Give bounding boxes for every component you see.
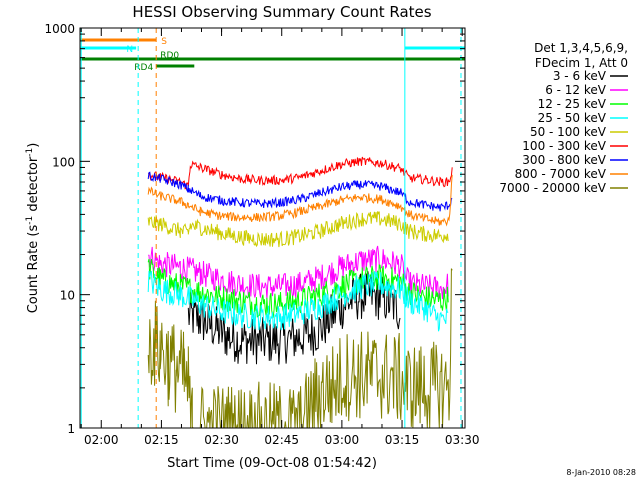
y-axis-label-main: Count Rate (s [26,225,41,314]
legend-header-1: Det 1,3,4,5,6,9, [534,41,628,55]
y-tick-label: 10 [60,289,75,303]
data-series [147,156,453,430]
series-line-100-300-kev [148,156,453,190]
x-tick-label: 02:30 [204,433,239,447]
plot-area-frame [79,27,466,429]
x-tick-label: 03:30 [445,433,480,447]
x-tick-label: 02:00 [84,433,119,447]
series-line-800-7000-kev [147,174,453,227]
y-axis-label-sup1: -1 [25,216,35,225]
legend-header-2: FDecim 1, Att 0 [535,56,628,70]
legend-label-800-7000-kev: 800 - 7000 keV [515,167,607,181]
x-axis-label: Start Time (09-Oct-08 01:54:42) [167,456,377,471]
chart-title: HESSI Observing Summary Count Rates [132,3,431,21]
x-tick-label: 03:15 [385,433,420,447]
y-axis-label-sup2: -1 [25,148,35,157]
flag-label-n: N [126,45,133,55]
y-tick-label: 100 [52,155,75,169]
flag-label-s: S [161,37,167,47]
legend-label-6-12-kev: 6 - 12 keV [545,83,607,97]
y-tick-label: 1 [67,422,75,436]
legend-label-3-6-kev: 3 - 6 keV [553,69,607,83]
render-timestamp: 8-Jan-2010 08:28 [566,468,636,477]
flag-bars: S N RD0 RD4 [80,37,465,73]
legend-label-300-800-kev: 300 - 800 keV [522,153,606,167]
series-line-300-800-kev [147,171,453,212]
flag-label-rd4: RD4 [134,63,153,73]
series-line-12-25-kev [147,258,449,319]
x-tick-label: 02:15 [144,433,179,447]
legend-label-7000-20000-kev: 7000 - 20000 keV [499,181,606,195]
series-line-25-50-kev [147,270,449,332]
flag-label-rd0: RD0 [160,51,179,61]
legend-label-50-100-kev: 50 - 100 keV [530,125,607,139]
y-axis-label-end: ) [26,143,41,148]
y-axis: 1 10 100 1000 [44,22,465,436]
y-axis-label: Count Rate (s-1 detector-1) [25,143,41,314]
legend-label-12-25-kev: 12 - 25 keV [538,97,607,111]
vertical-markers [80,28,462,428]
legend: Det 1,3,4,5,6,9, FDecim 1, Att 0 3 - 6 k… [499,41,628,195]
y-axis-label-mid: detector [26,156,41,216]
legend-label-25-50-kev: 25 - 50 keV [538,111,607,125]
x-tick-label: 03:00 [325,433,360,447]
x-axis: 02:00 02:15 02:30 02:45 03:00 03:15 03:30 [80,28,480,447]
legend-label-100-300-kev: 100 - 300 keV [522,139,606,153]
x-tick-label: 02:45 [264,433,299,447]
series-line-50-100-kev [147,211,449,248]
series-line-6-12-kev [148,245,449,301]
y-tick-label: 1000 [44,22,75,36]
